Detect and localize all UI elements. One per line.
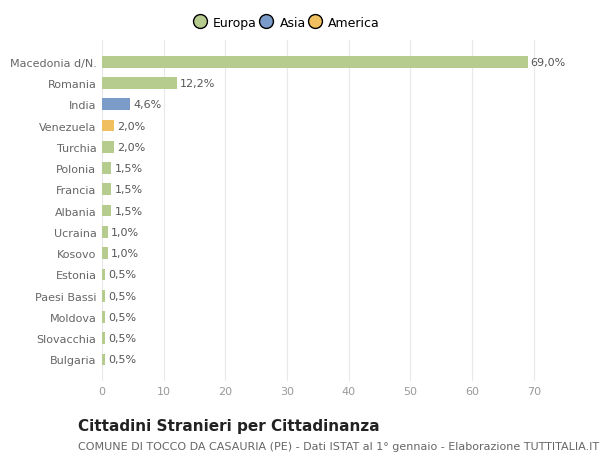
Text: 0,5%: 0,5% — [108, 334, 136, 343]
Text: Cittadini Stranieri per Cittadinanza: Cittadini Stranieri per Cittadinanza — [78, 418, 380, 433]
Bar — [102, 142, 115, 153]
Text: 1,5%: 1,5% — [115, 185, 142, 195]
Text: 69,0%: 69,0% — [530, 57, 566, 67]
Bar — [102, 163, 111, 174]
Bar — [102, 248, 108, 259]
Bar — [102, 99, 130, 111]
Text: 0,5%: 0,5% — [108, 312, 136, 322]
Bar — [102, 120, 115, 132]
Bar — [102, 57, 527, 68]
Bar — [102, 269, 105, 280]
Bar — [102, 290, 105, 302]
Text: COMUNE DI TOCCO DA CASAURIA (PE) - Dati ISTAT al 1° gennaio - Elaborazione TUTTI: COMUNE DI TOCCO DA CASAURIA (PE) - Dati … — [78, 441, 599, 451]
Text: 0,5%: 0,5% — [108, 270, 136, 280]
Text: 0,5%: 0,5% — [108, 355, 136, 365]
Bar — [102, 311, 105, 323]
Bar — [102, 354, 105, 365]
Text: 4,6%: 4,6% — [133, 100, 162, 110]
Bar — [102, 205, 111, 217]
Legend: Europa, Asia, America: Europa, Asia, America — [193, 14, 384, 34]
Text: 2,0%: 2,0% — [118, 121, 146, 131]
Bar — [102, 227, 108, 238]
Bar — [102, 78, 177, 90]
Text: 0,5%: 0,5% — [108, 291, 136, 301]
Text: 12,2%: 12,2% — [181, 79, 215, 89]
Text: 1,0%: 1,0% — [111, 227, 139, 237]
Text: 1,5%: 1,5% — [115, 164, 142, 174]
Bar — [102, 333, 105, 344]
Bar — [102, 184, 111, 196]
Text: 2,0%: 2,0% — [118, 142, 146, 152]
Text: 1,0%: 1,0% — [111, 249, 139, 258]
Text: 1,5%: 1,5% — [115, 206, 142, 216]
